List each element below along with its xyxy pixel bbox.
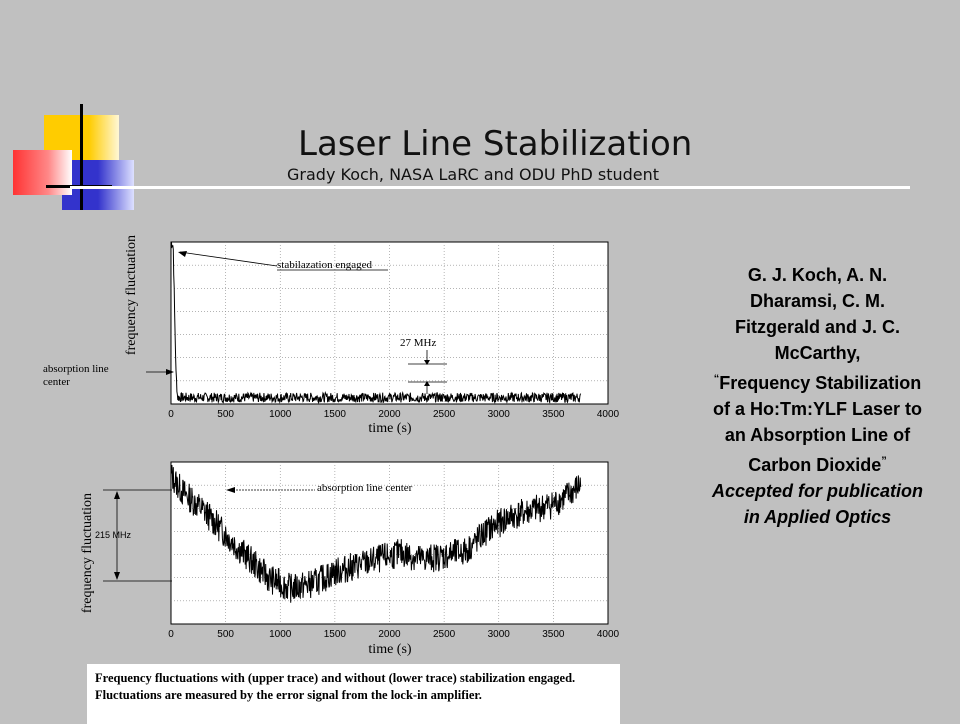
upper-tick-label: 1000 [269,409,292,420]
reference-paper-title: Frequency Stabilization of a Ho:Tm:YLF L… [712,373,922,475]
lower-annotation-arrowhead [226,487,235,493]
lower-ylabel: frequency fluctuation [80,493,95,613]
lower-tick-label: 1500 [324,629,347,640]
lower-tick-label: 4000 [597,629,620,640]
lower-tick-labels: 0 500 1000 1500 2000 2500 3000 3500 4000 [168,629,619,640]
lower-tick-label: 2000 [378,629,401,640]
upper-side-label-line2: center [43,376,70,388]
upper-annotation-scale: 27 MHz [400,337,436,349]
lower-tick-label: 3000 [488,629,511,640]
upper-annotation-stabilization: stabilazation engaged [277,259,372,271]
upper-annotation-arrowhead [178,251,187,257]
upper-grid [171,242,608,404]
upper-scale-arrowhead-down [424,360,430,365]
page-title: Laser Line Stabilization [298,124,693,164]
upper-tick-label: 3000 [488,409,511,420]
upper-tick-label: 3500 [542,409,565,420]
lower-scale-arrowhead-down [114,572,120,580]
reference-status: Accepted for publication in Applied Opti… [711,481,924,527]
lower-tick-label: 500 [217,629,234,640]
upper-side-label-line1: absorption line [43,363,109,375]
upper-side-arrowhead [166,369,174,375]
title-divider [70,186,910,189]
page-subtitle: Grady Koch, NASA LaRC and ODU PhD studen… [287,165,660,184]
reference-authors: G. J. Koch, A. N. Dharamsi, C. M. Fitzge… [734,265,901,363]
upper-scale-arrowhead-up [424,381,430,386]
lower-tick-label: 0 [168,629,174,640]
upper-chart: 0 500 1000 1500 2000 2500 3000 3500 4000 time (s… [43,235,620,436]
figure-caption: Frequency fluctuations with (upper trace… [87,664,620,724]
lower-trace [170,464,582,603]
quote-close: ” [881,455,887,467]
lower-tick-label: 3500 [542,629,565,640]
upper-annotation-arrow [179,251,278,267]
upper-tick-label: 2000 [378,409,401,420]
upper-xlabel: time (s) [368,421,411,436]
lower-tick-label: 2500 [433,629,456,640]
upper-tick-label: 4000 [597,409,620,420]
lower-tick-label: 1000 [269,629,292,640]
upper-tick-label: 500 [217,409,234,420]
upper-ylabel: frequency fluctuation [124,235,139,355]
lower-scale-arrowhead-up [114,491,120,499]
quote-open: “ [713,373,720,385]
lower-chart: 0 500 1000 1500 2000 2500 3000 3500 4000 time (s… [80,461,620,657]
lower-annotation-scale: 215 MHz [95,530,132,540]
lower-xlabel: time (s) [368,642,411,657]
vertical-line-decoration [80,104,83,210]
upper-tick-labels: 0 500 1000 1500 2000 2500 3000 3500 4000 [168,409,619,420]
upper-tick-label: 2500 [433,409,456,420]
upper-tick-label: 0 [168,409,174,420]
reference-block: G. J. Koch, A. N. Dharamsi, C. M. Fitzge… [705,262,930,530]
upper-tick-label: 1500 [324,409,347,420]
upper-trace [171,242,582,405]
lower-annotation-center: absorption line center [317,482,413,494]
